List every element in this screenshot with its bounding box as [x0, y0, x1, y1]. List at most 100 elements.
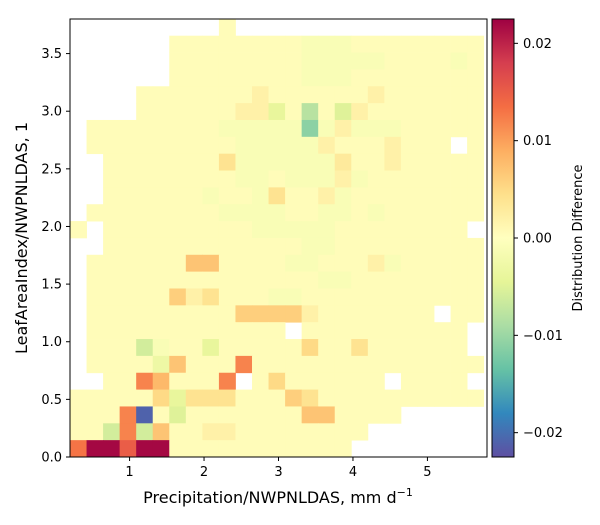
heatmap-cell — [169, 204, 187, 222]
y-tick-label: 1.0 — [41, 335, 62, 350]
heatmap-cell — [417, 288, 435, 306]
heatmap-cell — [417, 187, 435, 205]
heatmap-cell — [318, 237, 336, 256]
heatmap-cell — [467, 69, 485, 87]
heatmap-cell — [334, 254, 352, 273]
heatmap-cell — [252, 204, 269, 222]
heatmap-cell — [152, 389, 170, 407]
heatmap-cell — [252, 153, 269, 171]
colorbar-tick-label: 0.01 — [523, 134, 552, 149]
heatmap-cell — [367, 35, 385, 53]
heatmap-cell — [268, 406, 286, 424]
heatmap-cell — [86, 254, 104, 273]
heatmap-cell — [285, 103, 303, 121]
heatmap-cell — [136, 153, 154, 171]
heatmap-cell — [252, 221, 269, 239]
y-tick-label: 0.5 — [41, 393, 62, 408]
heatmap-cell — [334, 136, 352, 155]
heatmap-cell — [103, 440, 121, 458]
colorbar-tick-label: −0.01 — [523, 329, 563, 344]
heatmap-cell — [434, 389, 451, 407]
heatmap-cell — [318, 35, 336, 53]
heatmap-cell — [351, 406, 369, 424]
heatmap-cell — [417, 153, 435, 171]
heatmap-cell — [351, 204, 369, 222]
heatmap-cell — [119, 372, 137, 390]
heatmap-cell — [152, 187, 170, 205]
y-tick-label: 3.5 — [41, 47, 62, 62]
colorbar-ticks: 0.02 0.01 0.00 −0.01 −0.02 — [514, 37, 563, 441]
heatmap-cell — [334, 69, 352, 87]
heatmap-cell — [119, 204, 137, 222]
colorbar-tick-label: 0.00 — [523, 232, 552, 247]
heatmap-cell — [268, 271, 286, 289]
heatmap-cell — [136, 221, 154, 239]
heatmap-cell — [334, 237, 352, 256]
heatmap-cell — [252, 119, 269, 138]
heatmap-cell — [268, 372, 286, 390]
heatmap-cell — [185, 271, 203, 289]
heatmap-cell — [252, 339, 269, 357]
heatmap-cell — [301, 423, 319, 441]
heatmap-cell — [103, 389, 121, 407]
heatmap-cell — [384, 119, 402, 138]
heatmap-cell — [70, 440, 87, 458]
heatmap-cell — [450, 187, 468, 205]
heatmap-cell — [252, 254, 269, 273]
heatmap-cell — [202, 103, 220, 121]
heatmap-cell — [285, 69, 303, 87]
heatmap-cell — [152, 86, 170, 104]
heatmap-cell — [235, 254, 253, 273]
heatmap-cell — [351, 389, 369, 407]
heatmap-cell — [268, 322, 286, 340]
heatmap-cell — [285, 355, 303, 374]
heatmap-cell — [450, 170, 468, 188]
heatmap-cell — [367, 305, 385, 323]
heatmap-cell — [384, 153, 402, 171]
heatmap-cell — [185, 322, 203, 340]
heatmap-cell — [86, 271, 104, 289]
heatmap-cell — [285, 372, 303, 390]
heatmap-cell — [400, 339, 418, 357]
heatmap-cell — [367, 119, 385, 138]
heatmap-cell — [334, 170, 352, 188]
heatmap-cell — [384, 288, 402, 306]
heatmap-cell — [285, 170, 303, 188]
heatmap-cell — [103, 221, 121, 239]
heatmap-cell — [417, 136, 435, 155]
heatmap-cell — [400, 254, 418, 273]
heatmap-cell — [136, 187, 154, 205]
heatmap-cell — [169, 389, 187, 407]
heatmap-cell — [318, 187, 336, 205]
heatmap-cell — [268, 69, 286, 87]
heatmap-cell — [434, 322, 451, 340]
heatmap-cell — [450, 69, 468, 87]
heatmap-cell — [169, 355, 187, 374]
heatmap-cell — [136, 406, 154, 424]
heatmap-cell — [218, 35, 236, 53]
heatmap-cell — [103, 237, 121, 256]
heatmap-cell — [202, 389, 220, 407]
heatmap-cell — [103, 204, 121, 222]
heatmap-cell — [136, 440, 154, 458]
colorbar-tick-label: 0.02 — [523, 37, 552, 52]
heatmap-cell — [169, 237, 187, 256]
heatmap-cell — [252, 35, 269, 53]
heatmap-cell — [400, 119, 418, 138]
heatmap-cell — [218, 153, 236, 171]
heatmap-cell — [301, 187, 319, 205]
heatmap-cell — [185, 288, 203, 306]
heatmap-cell — [103, 372, 121, 390]
heatmap-cell — [218, 355, 236, 374]
heatmap-cell — [351, 254, 369, 273]
heatmap-cell — [119, 136, 137, 155]
heatmap-cell — [119, 153, 137, 171]
heatmap-cell — [136, 271, 154, 289]
heatmap-cell — [400, 372, 418, 390]
heatmap-cell — [301, 119, 319, 138]
heatmap-cell — [252, 170, 269, 188]
heatmap-cell — [119, 339, 137, 357]
heatmap-cell — [301, 339, 319, 357]
heatmap-cell — [152, 305, 170, 323]
